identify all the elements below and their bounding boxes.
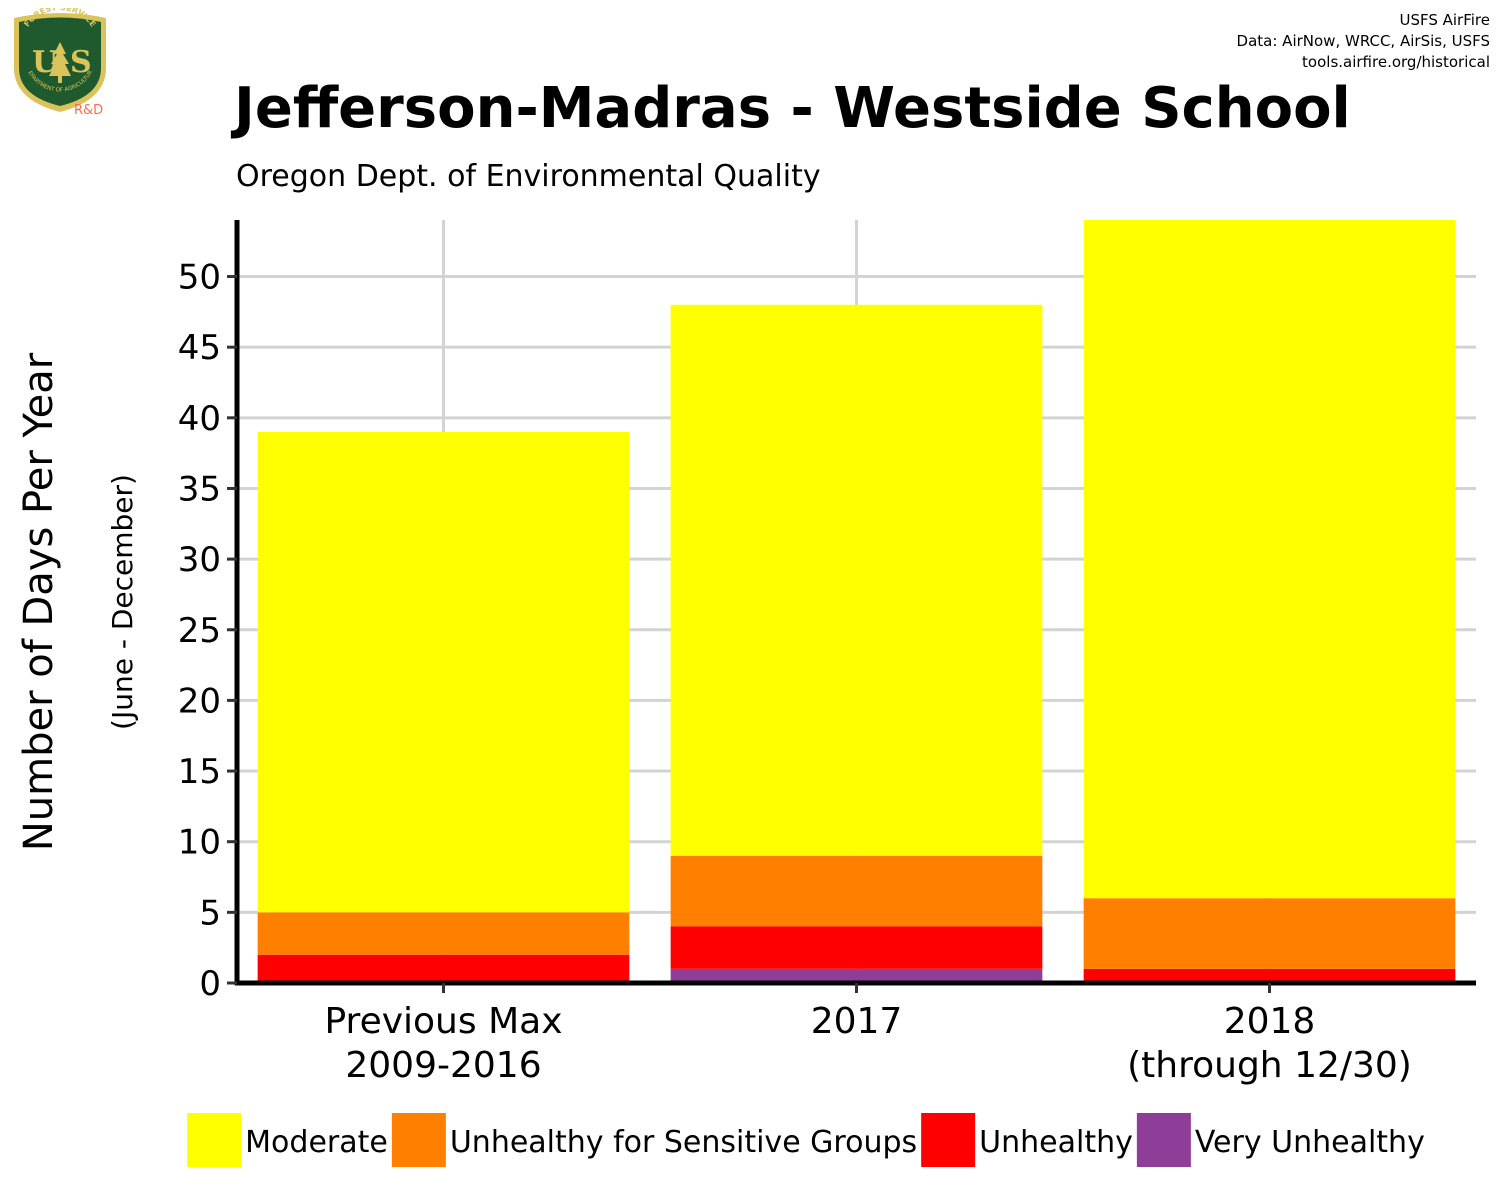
legend-swatch [391, 1113, 446, 1167]
bars [257, 220, 1456, 983]
logo-rd-label: R&D [74, 103, 103, 118]
credit-line-1: USFS AirFire [1399, 11, 1490, 29]
y-tick-label: 10 [178, 823, 221, 863]
bar-segment [257, 431, 630, 913]
bar-segment [257, 954, 630, 983]
legend-label: Unhealthy for Sensitive Groups [450, 1125, 917, 1160]
bar-segment [670, 304, 1043, 856]
bar-segment [257, 912, 630, 955]
x-tick-label: 2017 [811, 1001, 903, 1042]
legend-swatch [187, 1113, 242, 1167]
logo-letter-s: S [70, 45, 92, 80]
y-tick-label: 5 [199, 893, 221, 933]
chart-title: Jefferson-Madras - Westside School [230, 76, 1351, 141]
legend-label: Unhealthy [979, 1125, 1133, 1160]
y-tick-label: 0 [199, 964, 221, 1004]
x-tick-label: (through 12/30) [1127, 1045, 1412, 1086]
y-tick-label: 30 [178, 540, 221, 580]
axes [227, 220, 1476, 993]
bar-segment [1083, 968, 1456, 983]
x-tick-label: 2018 [1224, 1001, 1316, 1042]
legend-swatch [1136, 1113, 1191, 1167]
x-tick-label: Previous Max [324, 1001, 562, 1042]
y-tick-label: 40 [178, 399, 221, 439]
y-tick-label: 25 [178, 611, 221, 651]
bar-segment [670, 968, 1043, 983]
y-tick-labels: 0 5 10 15 20 25 30 35 40 45 50 [178, 258, 221, 1004]
bar-segment [670, 926, 1043, 969]
logo-tree-icon [49, 42, 71, 76]
y-axis-sublabel: (June - December) [106, 474, 139, 730]
bar-segment [670, 855, 1043, 927]
legend-label: Very Unhealthy [1195, 1125, 1425, 1160]
chart-subtitle: Oregon Dept. of Environmental Quality [236, 159, 821, 194]
bar-segment [1083, 220, 1456, 899]
credit-line-2: Data: AirNow, WRCC, AirSis, USFS [1236, 32, 1490, 50]
bar-segment [1083, 898, 1456, 969]
x-tick-label: 2009-2016 [345, 1045, 541, 1086]
y-tick-label: 15 [178, 752, 221, 792]
y-axis-label: Number of Days Per Year [16, 352, 62, 851]
y-tick-label: 35 [178, 469, 221, 509]
y-tick-label: 45 [178, 328, 221, 368]
legend-swatch [921, 1113, 976, 1167]
legend-label: Moderate [245, 1125, 388, 1160]
y-tick-label: 20 [178, 681, 221, 721]
credit-line-3: tools.airfire.org/historical [1302, 53, 1490, 71]
legend: Moderate Unhealthy for Sensitive Groups Un… [187, 1113, 1425, 1167]
y-tick-label: 50 [178, 258, 221, 298]
